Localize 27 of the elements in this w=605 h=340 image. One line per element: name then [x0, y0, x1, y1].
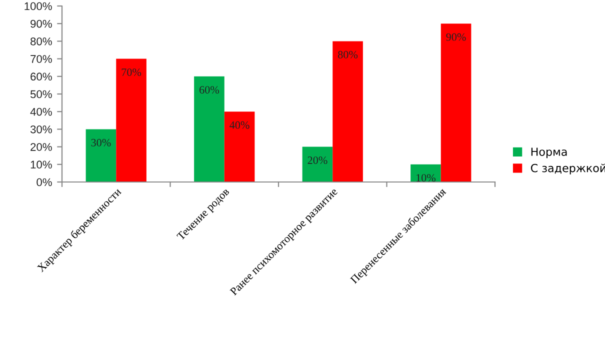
data-label: 80% [338, 50, 358, 58]
data-label: 70% [122, 68, 142, 76]
y-tick-label: 40% [30, 108, 52, 116]
data-label: 40% [230, 121, 250, 129]
bar [440, 24, 472, 182]
y-tick-label: 20% [30, 143, 52, 151]
y-tick-label: 100% [24, 2, 52, 10]
data-label: 90% [446, 33, 466, 41]
y-tick-label: 0% [36, 178, 52, 186]
y-tick-label: 30% [30, 125, 52, 134]
data-label: 60% [200, 86, 220, 94]
bar [332, 41, 363, 182]
y-tick-label: 70% [30, 55, 52, 63]
bar [86, 129, 116, 182]
y-tick-label: 80% [30, 37, 52, 46]
y-tick-label: 10% [30, 160, 52, 169]
data-label: 20% [308, 156, 328, 164]
y-tick-label: 50% [30, 90, 52, 98]
data-label: 30% [91, 138, 111, 146]
data-label: 10% [416, 174, 436, 182]
bar [194, 76, 224, 182]
y-tick-label: 90% [30, 20, 52, 28]
legend-label: Норма [531, 148, 567, 158]
y-tick-label: 60% [30, 72, 52, 81]
bar [302, 146, 333, 182]
bar [224, 112, 255, 182]
bar [116, 58, 146, 182]
